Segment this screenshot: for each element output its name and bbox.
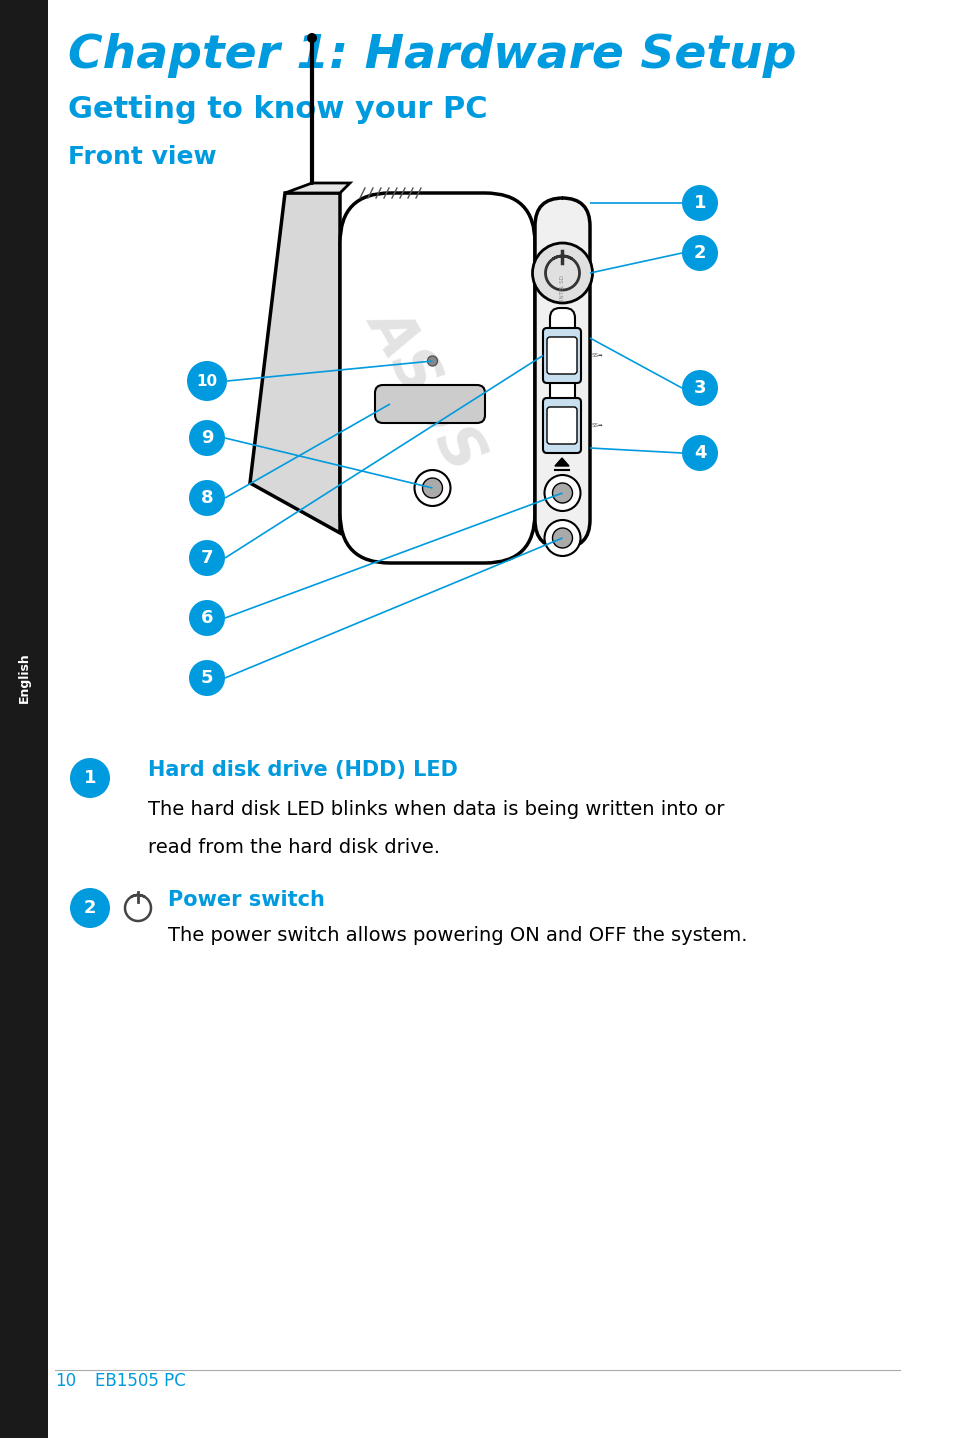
Bar [0, 0, 48, 1438]
Polygon shape [285, 183, 350, 193]
Text: 10: 10 [196, 374, 217, 388]
FancyBboxPatch shape [542, 328, 580, 383]
FancyBboxPatch shape [375, 385, 484, 423]
Text: 9: 9 [200, 429, 213, 447]
FancyBboxPatch shape [546, 336, 577, 374]
Circle shape [544, 475, 579, 510]
Circle shape [189, 420, 225, 456]
Text: 2: 2 [84, 899, 96, 917]
FancyBboxPatch shape [339, 193, 535, 564]
Circle shape [422, 477, 442, 498]
FancyBboxPatch shape [550, 308, 575, 429]
Text: SS➡: SS➡ [592, 423, 603, 429]
Text: 1: 1 [693, 194, 705, 211]
Circle shape [307, 33, 316, 43]
Circle shape [552, 483, 572, 503]
Circle shape [552, 528, 572, 548]
Text: 2: 2 [693, 244, 705, 262]
FancyBboxPatch shape [535, 198, 589, 548]
Circle shape [70, 889, 110, 928]
Text: read from the hard disk drive.: read from the hard disk drive. [148, 838, 439, 857]
Text: Front view: Front view [68, 145, 216, 170]
Circle shape [187, 361, 227, 401]
Text: English: English [17, 653, 30, 703]
Circle shape [681, 436, 718, 472]
Circle shape [544, 521, 579, 557]
Circle shape [681, 370, 718, 406]
Circle shape [681, 234, 718, 270]
Text: ASUS: ASUS [358, 298, 496, 479]
Text: 10: 10 [55, 1372, 76, 1391]
Text: The power switch allows powering ON and OFF the system.: The power switch allows powering ON and … [168, 926, 747, 945]
Text: 1: 1 [84, 769, 96, 787]
Circle shape [189, 660, 225, 696]
Circle shape [70, 758, 110, 798]
Circle shape [189, 480, 225, 516]
Text: 3: 3 [693, 380, 705, 397]
Text: EB1505 PC: EB1505 PC [95, 1372, 186, 1391]
Circle shape [427, 357, 437, 367]
Polygon shape [555, 457, 568, 466]
Text: Chapter 1: Hardware Setup: Chapter 1: Hardware Setup [68, 33, 796, 78]
Text: 6: 6 [200, 610, 213, 627]
Text: INTEL SD: INTEL SD [559, 275, 564, 301]
Text: Getting to know your PC: Getting to know your PC [68, 95, 487, 124]
Text: The hard disk LED blinks when data is being written into or: The hard disk LED blinks when data is be… [148, 800, 723, 820]
Circle shape [414, 470, 450, 506]
Polygon shape [250, 193, 339, 533]
Text: 7: 7 [200, 549, 213, 567]
Text: 4: 4 [693, 444, 705, 462]
FancyBboxPatch shape [546, 407, 577, 444]
Text: SS➡: SS➡ [592, 352, 603, 358]
Text: Power switch: Power switch [168, 890, 325, 910]
Circle shape [189, 541, 225, 577]
Text: 8: 8 [200, 489, 213, 508]
Text: 5: 5 [200, 669, 213, 687]
FancyBboxPatch shape [542, 398, 580, 453]
Circle shape [189, 600, 225, 636]
Circle shape [532, 243, 592, 303]
Circle shape [681, 186, 718, 221]
Text: Hard disk drive (HDD) LED: Hard disk drive (HDD) LED [148, 761, 457, 779]
